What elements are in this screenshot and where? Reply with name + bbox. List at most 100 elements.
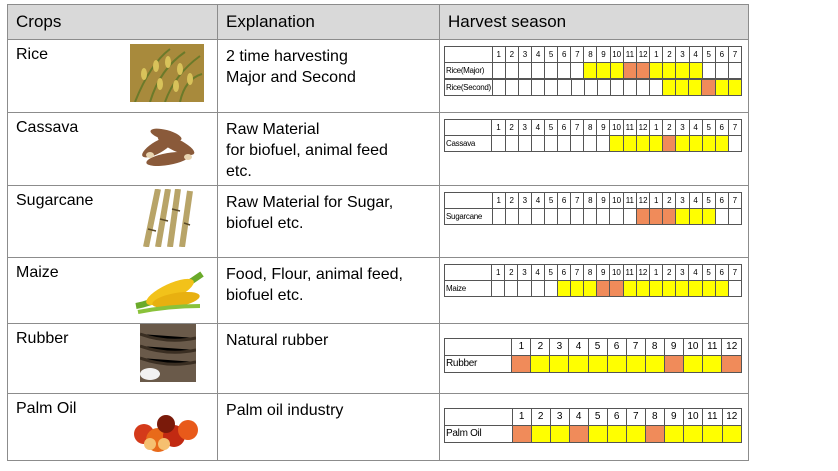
month-label: 3 [675,119,690,136]
month-label: 4 [688,264,703,281]
off-season-cell [530,135,545,152]
crops-table-container: Crops Explanation Harvest season Rice 2 … [6,4,750,461]
month-label: 9 [596,264,611,281]
off-season-cell [596,79,611,96]
harvest-cell [635,135,651,152]
off-season-cell [622,208,637,225]
schedule-row: Maize [444,280,743,297]
month-label: 6 [606,338,627,356]
crop-explanation: Palm oil industry [217,393,441,461]
month-label: 2 [662,192,677,209]
off-season-cell [543,135,558,152]
harvest-season-cell: 1 2 3 4 5 6 7 8 9 10 11 12 1 2 3 4 5 6 7 Maize [439,257,750,324]
peak-harvest-cell [663,355,684,373]
harvest-cell [609,62,624,79]
harvest-cell [662,280,677,297]
harvest-cell [530,355,551,373]
schedule-row: Palm Oil [444,425,743,443]
harvest-cell [701,280,716,297]
month-label: 8 [583,119,598,136]
month-label: 7 [570,46,585,63]
crop-name: Maize [7,257,120,324]
harvest-cell [649,280,664,297]
month-label: 7 [625,338,646,356]
explanation-line: Palm oil industry [226,402,344,419]
harvest-cell [568,355,589,373]
crop-name: Rubber [7,323,120,394]
month-label: 5 [544,46,559,63]
harvest-cell [569,280,585,297]
month-label: 7 [570,119,585,136]
month-label: 12 [635,192,651,209]
harvest-cell [675,280,690,297]
month-label: 12 [721,408,743,426]
month-label: 11 [702,408,723,426]
empty-cell [444,408,513,426]
peak-harvest-cell [636,62,651,79]
harvest-cell [556,280,571,297]
month-label: 4 [688,119,703,136]
off-season-cell [556,135,572,152]
month-label: 2 [504,192,519,209]
off-season-cell [491,280,506,297]
harvest-cell [663,425,684,443]
empty-cell [444,264,493,281]
crop-image-cell [119,257,219,324]
off-season-cell [491,208,506,225]
harvest-cell [583,280,598,297]
peak-harvest-cell [635,208,651,225]
harvest-cell [688,208,703,225]
empty-cell [444,192,493,209]
peak-harvest-cell [568,425,589,443]
peak-harvest-cell [622,62,638,79]
month-label: 1 [491,192,506,209]
peak-harvest-cell [662,208,677,225]
month-label: 5 [544,192,559,209]
month-label: 2 [662,264,677,281]
off-season-cell [544,79,559,96]
harvest-schedule-rubber: 1 2 3 4 5 6 7 8 9 10 11 12 Rubber [444,338,743,373]
off-season-cell [727,135,743,152]
off-season-cell [504,135,519,152]
schedule-label: Palm Oil [444,425,513,443]
harvest-cell [701,208,716,225]
month-label: 2 [662,119,677,136]
off-season-cell [609,208,624,225]
month-label: 3 [517,119,532,136]
harvest-cell [649,62,664,79]
month-label: 4 [530,264,545,281]
month-label: 6 [557,46,572,63]
month-label: 9 [663,408,684,426]
crop-name: Cassava [7,112,120,186]
off-season-cell [517,135,532,152]
month-label: 2 [530,408,551,426]
off-season-cell [517,280,532,297]
crop-image-cell [119,323,219,394]
harvest-cell [675,135,690,152]
harvest-schedule-palm-oil: 1 2 3 4 5 6 7 8 9 10 11 12 Palm Oil [444,408,743,443]
harvest-season-cell: 1 2 3 4 5 6 7 8 9 10 11 12 1 2 3 4 5 6 7 Cassava [439,112,750,186]
peak-harvest-cell [596,280,611,297]
month-label: 1 [491,46,506,63]
month-label: 6 [556,264,571,281]
harvest-cell [609,135,624,152]
month-label: 3 [549,338,570,356]
off-season-cell [517,62,533,79]
harvest-schedule-sugarcane: 1 2 3 4 5 6 7 8 9 10 11 12 1 2 3 4 5 6 7 Sugarcane [444,192,743,225]
off-season-cell [583,135,598,152]
month-label: 10 [609,119,624,136]
header-explanation: Explanation [217,4,441,40]
off-season-cell [530,280,545,297]
month-label: 1 [511,338,532,356]
month-label: 3 [549,408,570,426]
month-label: 10 [609,192,624,209]
crop-explanation: Food, Flour, animal feed, biofuel etc. [217,257,441,324]
schedule-label: Rice(Major) [444,62,493,79]
crops-table: Crops Explanation Harvest season Rice 2 … [6,4,750,461]
crop-name: Palm Oil [7,393,120,461]
crop-explanation: Raw Material for Sugar, biofuel etc. [217,185,441,258]
peak-harvest-cell [662,135,677,152]
explanation-line: Major and Second [226,69,356,86]
month-label: 2 [662,46,677,63]
explanation-line: Food, Flour, animal feed, [226,266,403,283]
